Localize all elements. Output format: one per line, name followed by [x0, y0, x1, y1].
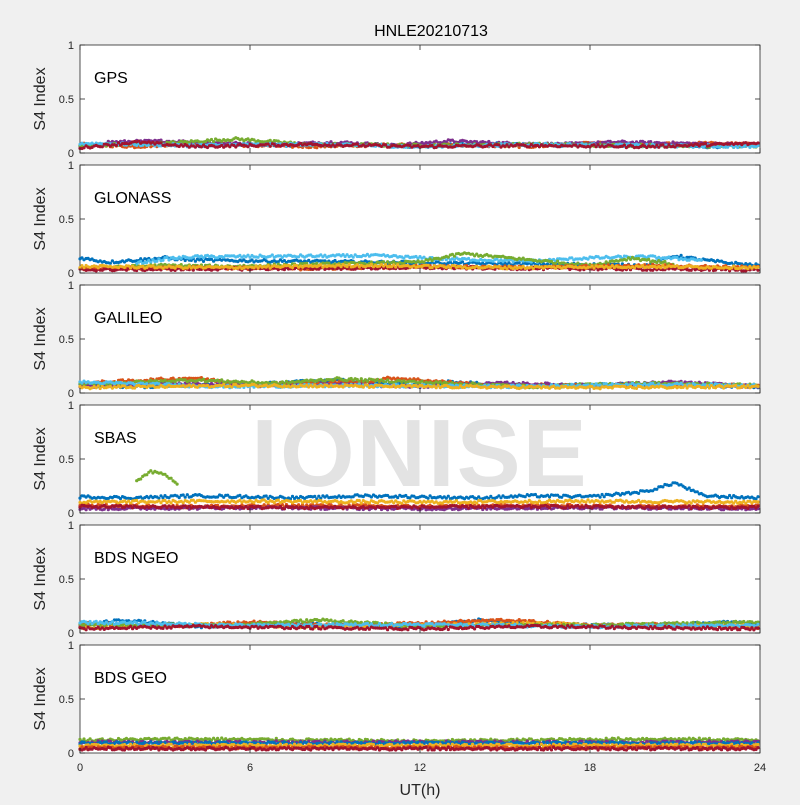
panel-label: GPS [94, 70, 128, 87]
data-point [267, 264, 270, 267]
y-tick-label: 0 [68, 148, 74, 160]
chart-title: HNLE20210713 [374, 23, 488, 40]
data-point [101, 145, 104, 148]
data-point [165, 256, 168, 259]
y-tick-label: 0 [68, 268, 74, 280]
y-axis-title: S4 Index [32, 187, 49, 250]
data-point [505, 381, 508, 384]
panel-label: GLONASS [94, 190, 171, 207]
y-tick-label: 0.5 [59, 214, 74, 226]
data-point [756, 269, 759, 272]
data-point [756, 266, 759, 269]
panel-gps: 0 0.5 1 GPS S4 Index [32, 40, 760, 160]
data-point [246, 145, 249, 148]
panel-axes-box [80, 45, 760, 153]
data-point [202, 260, 205, 263]
data-point [623, 144, 626, 147]
data-point [269, 145, 272, 148]
data-point [647, 258, 650, 261]
data-point [505, 267, 508, 270]
data-point [161, 259, 164, 262]
data-point [700, 258, 703, 261]
y-tick-label: 0.5 [59, 94, 74, 106]
panel-glonass: 0 0.5 1 GLONASS S4 Index [32, 160, 760, 280]
data-point [576, 262, 579, 265]
data-point [680, 254, 683, 257]
data-point [663, 260, 666, 263]
y-axis-title: S4 Index [32, 67, 49, 130]
y-tick-label: 1 [68, 160, 74, 172]
data-point [704, 142, 707, 145]
panel-axes-box [80, 285, 760, 393]
data-point [756, 141, 759, 144]
data-point [115, 144, 118, 147]
data-point [212, 140, 215, 143]
data-point [370, 263, 373, 266]
y-tick-label: 1 [68, 40, 74, 52]
data-point [159, 141, 162, 144]
